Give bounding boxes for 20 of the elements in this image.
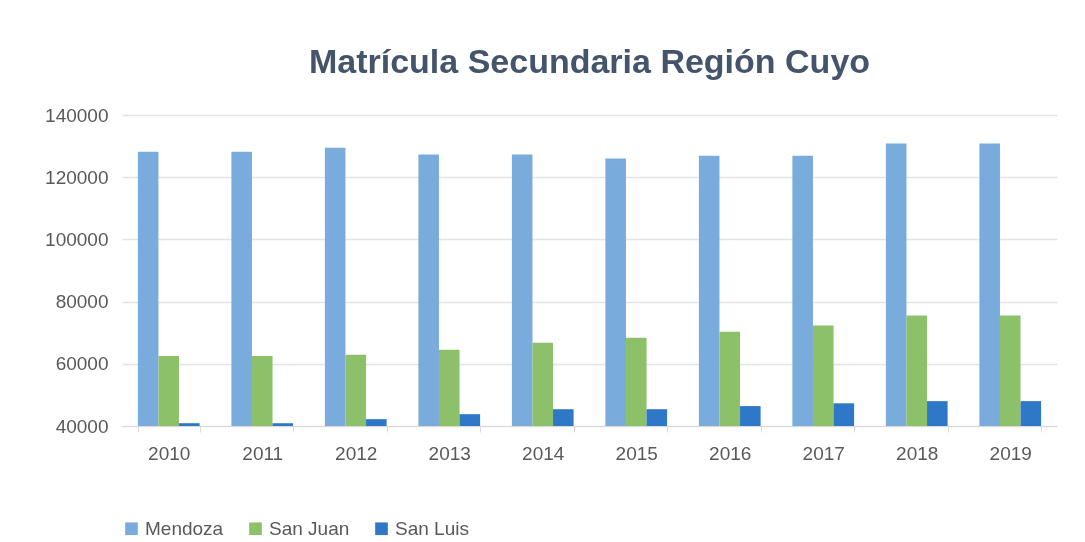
x-tick-label: 2011 xyxy=(242,442,284,464)
x-tick-label: 2018 xyxy=(896,442,939,464)
x-tick-label: 2017 xyxy=(802,442,845,464)
y-tick-label: 140000 xyxy=(45,104,109,126)
y-tick-label: 80000 xyxy=(55,291,109,313)
legend-label: San Juan xyxy=(269,517,350,539)
x-tick-label: 2012 xyxy=(335,442,378,464)
legend-label: Mendoza xyxy=(145,517,224,539)
x-tick-label: 2016 xyxy=(709,442,752,464)
chart-title: Matrícula Secundaria Región Cuyo xyxy=(308,42,871,80)
legend-label: San Luis xyxy=(395,517,469,539)
y-tick-label: 60000 xyxy=(55,353,109,375)
x-tick-label: 2015 xyxy=(615,442,658,464)
x-tick-label: 2014 xyxy=(522,442,565,464)
y-tick-label: 100000 xyxy=(45,228,109,250)
x-tick-label: 2010 xyxy=(148,442,191,464)
x-tick-label: 2019 xyxy=(989,442,1032,464)
y-tick-label: 40000 xyxy=(55,415,109,437)
x-tick-label: 2013 xyxy=(428,442,471,464)
y-tick-label: 120000 xyxy=(45,166,109,188)
